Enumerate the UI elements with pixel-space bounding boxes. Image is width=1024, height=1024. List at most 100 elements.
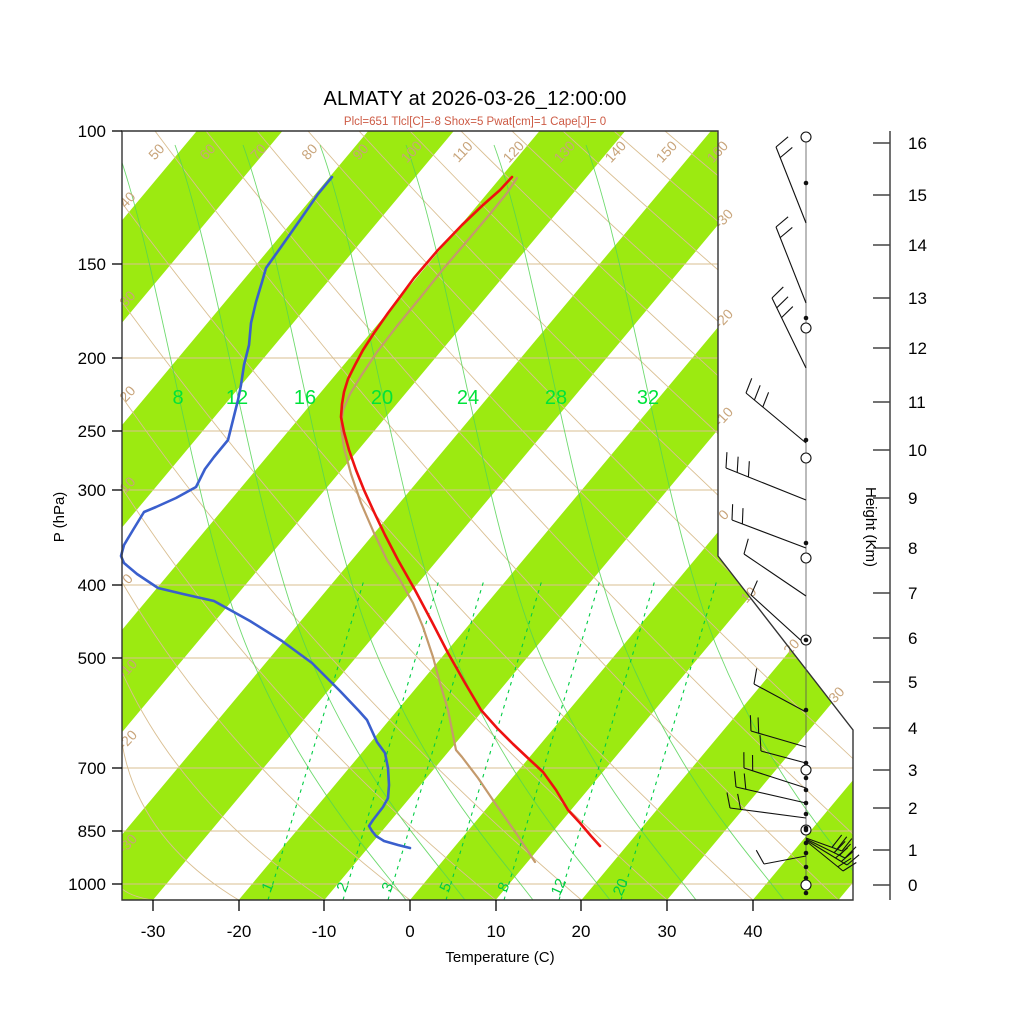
dry-adiabat: [307, 131, 853, 900]
label: 11: [908, 393, 926, 412]
wind-barb: [749, 715, 807, 748]
label: 1: [908, 841, 917, 860]
plot-frame: [121, 130, 854, 901]
dry-adiabat: [122, 396, 582, 900]
moist-adiabat: [242, 144, 534, 900]
label: -10: [312, 922, 337, 941]
station-dot: [803, 811, 809, 817]
station-dot: [803, 315, 809, 321]
station-circle: [800, 452, 812, 464]
pressure-axis: 100 150 200 250 300 400 500 700 850 1000 P (hPa): [51, 122, 122, 894]
wind-barb-column: [725, 131, 860, 896]
wind-barb: [750, 580, 807, 646]
label: 32: [637, 387, 659, 409]
label: 16: [908, 134, 927, 153]
moist-adiabats: [122, 144, 853, 900]
dry-adiabat: [122, 301, 668, 900]
label: Temperature (C): [445, 949, 554, 966]
isotherm-band: [924, 131, 1024, 900]
station-dot: [803, 437, 809, 443]
wind-barb: [743, 752, 807, 789]
wind-barb: [743, 538, 807, 597]
isotherm-band: [122, 131, 454, 900]
station-dot: [803, 875, 809, 881]
label: -30: [141, 922, 166, 941]
label: 6: [908, 629, 917, 648]
dewpoint-curve: [119, 175, 412, 850]
station-circle: [800, 764, 812, 776]
wind-barb: [753, 668, 807, 713]
label: 150: [78, 255, 106, 274]
label: 12: [226, 387, 248, 409]
moist-adiabat: [585, 144, 853, 900]
label: 1000: [68, 875, 106, 894]
label: -20: [227, 922, 252, 941]
station-circle: [800, 879, 812, 891]
wind-barb: [805, 834, 853, 852]
label: 20: [371, 387, 393, 409]
station-dot: [803, 775, 809, 781]
isotherm-band: [581, 131, 853, 900]
label: 2: [908, 799, 917, 818]
station-dot: [803, 890, 809, 896]
label: 10: [908, 441, 927, 460]
label: 0: [405, 922, 414, 941]
sounding-indices-line: Plcl=651 Tlcl[C]=-8 Shox=5 Pwat[cm]=1 Ca…: [343, 116, 607, 128]
plot-border: [121, 130, 854, 901]
station-dot: [803, 850, 809, 856]
label: 80: [298, 140, 320, 162]
isotherm-band: [122, 131, 797, 900]
label: 5: [908, 673, 917, 692]
wind-barb: [726, 792, 807, 819]
label: 9: [908, 489, 917, 508]
label: 850: [78, 822, 106, 841]
station-dot: [803, 800, 809, 806]
parcel-curve: [339, 176, 537, 864]
moist-adiabat: [319, 144, 611, 900]
wind-barb: [775, 136, 807, 224]
label: 12: [908, 339, 927, 358]
pressure-gridlines: [122, 263, 853, 885]
label: 24: [457, 387, 479, 409]
dry-adiabat: [562, 131, 853, 900]
wind-barb: [755, 849, 807, 865]
station-dot: [803, 760, 809, 766]
station-dot: [803, 707, 809, 713]
moist-adiabat: [174, 144, 466, 900]
label: -20: [115, 727, 141, 753]
moist-adiabat: [493, 144, 785, 900]
temperature-axis: -30 -20 -10 0 10 20 30 40 Temperature (C): [141, 900, 762, 966]
label: 4: [908, 719, 917, 738]
isotherm-band: [752, 131, 853, 900]
temperature-curve: [339, 175, 602, 848]
wind-barb: [805, 840, 857, 872]
wind-barb: [759, 735, 807, 764]
page-title: ALMATY at 2026-03-26_12:00:00: [323, 88, 627, 110]
label: 12: [548, 876, 570, 898]
station-dot: [803, 180, 809, 186]
wind-barb: [771, 286, 807, 369]
dry-adiabat: [122, 202, 754, 900]
label: 250: [78, 422, 106, 441]
wind-barb: [733, 771, 807, 804]
dry-adiabat: [122, 742, 239, 900]
label: -20: [711, 306, 737, 332]
label: 100: [78, 122, 106, 141]
label: 3: [908, 761, 917, 780]
label: 20: [572, 922, 591, 941]
temperature-curve: [339, 175, 602, 848]
dry-adiabat: [205, 131, 853, 900]
label: 300: [78, 481, 106, 500]
label: 13: [908, 289, 927, 308]
label: 20: [610, 876, 632, 898]
dewpoint-curve: [119, 175, 412, 850]
label: 28: [545, 387, 567, 409]
dry-adiabat: [122, 581, 411, 900]
isotherm-band: [122, 131, 626, 900]
moist-adiabat: [405, 144, 697, 900]
label: 30: [658, 922, 677, 941]
label: 15: [908, 186, 927, 205]
dry-adiabat: [122, 846, 154, 900]
label: 400: [78, 576, 106, 595]
